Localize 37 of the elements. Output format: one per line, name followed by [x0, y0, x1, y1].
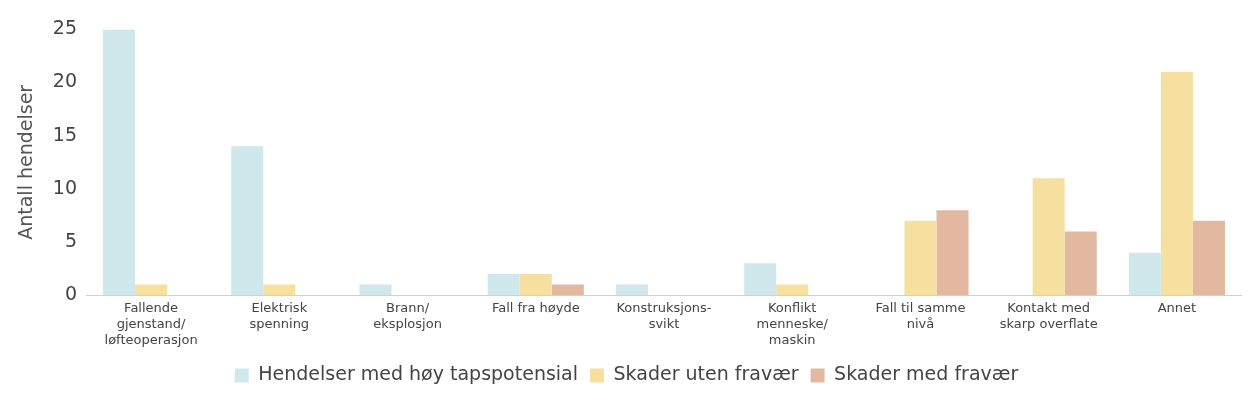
y-tick-label: 25	[52, 16, 77, 39]
bar	[487, 273, 520, 296]
legend-label: Skader uten fravær	[613, 362, 799, 385]
x-tick-label: Brann/ eksplosjon	[373, 300, 442, 331]
y-tick-label: 10	[52, 175, 77, 198]
bar	[1064, 231, 1097, 296]
legend-label: Hendelser med høy tapspotensial	[258, 362, 579, 385]
x-tick-label: Konflikt menneske/ maskin	[756, 300, 829, 347]
bar	[904, 220, 937, 296]
bar	[135, 284, 168, 296]
x-tick-label: Elektrisk spenning	[249, 300, 310, 331]
bar	[936, 210, 969, 296]
x-tick-label: Fallende gjenstand/ løfteoperasjon	[104, 300, 198, 347]
y-axis-title: Antall hendelser	[14, 84, 37, 240]
bar	[519, 273, 552, 296]
bar	[1192, 220, 1225, 296]
bar	[1032, 178, 1065, 296]
y-tick-label: 5	[64, 228, 77, 251]
y-tick-label: 15	[52, 122, 77, 145]
bar	[744, 263, 777, 296]
legend-label: Skader med fravær	[834, 362, 1019, 385]
bar	[551, 284, 584, 296]
bar	[1128, 252, 1161, 296]
x-tick-label: Konstruksjons- svikt	[616, 300, 712, 331]
bar	[359, 284, 392, 296]
bar	[231, 146, 264, 296]
x-tick-label: Fall fra høyde	[491, 300, 580, 316]
x-tick-label: Kontakt med skarp overflate	[999, 300, 1098, 331]
x-tick-label: Annet	[1157, 300, 1197, 316]
bar	[615, 284, 648, 296]
bar	[103, 29, 136, 296]
y-tick-label: 20	[52, 69, 77, 92]
x-tick-label: Fall til samme nivå	[875, 300, 966, 331]
bar	[776, 284, 809, 296]
y-tick-label: 0	[64, 282, 77, 305]
bar	[1160, 71, 1193, 296]
bar	[263, 284, 296, 296]
